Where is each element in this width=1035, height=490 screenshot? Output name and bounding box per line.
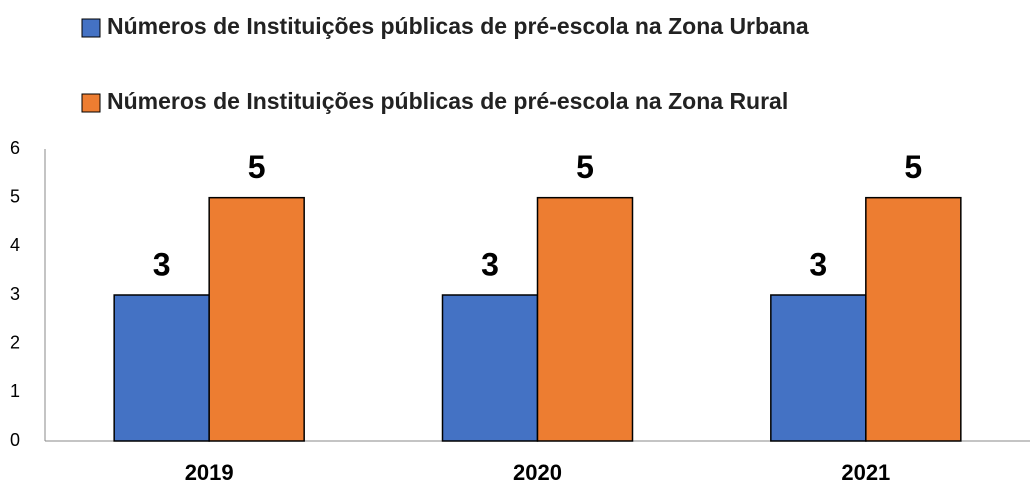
x-tick-label: 2020 <box>513 460 562 485</box>
bar <box>770 294 867 442</box>
bar <box>208 196 305 442</box>
x-tick-label: 2021 <box>841 460 890 485</box>
y-tick-label: 6 <box>10 138 20 158</box>
data-label: 3 <box>809 246 827 282</box>
bar <box>536 196 634 442</box>
data-label: 3 <box>153 246 171 282</box>
x-tick-label: 2019 <box>185 460 234 485</box>
data-label: 3 <box>481 246 499 282</box>
legend-label: Números de Instituições públicas de pré-… <box>107 13 809 39</box>
data-label: 5 <box>904 149 922 185</box>
data-label: 5 <box>576 149 594 185</box>
bar <box>865 196 962 442</box>
legend-swatch <box>81 18 101 38</box>
legend-swatch <box>81 93 101 113</box>
y-tick-label: 4 <box>10 235 20 255</box>
y-tick-label: 3 <box>10 284 20 304</box>
legend-label: Números de Instituições públicas de pré-… <box>107 88 788 114</box>
bar <box>441 294 539 442</box>
data-label: 5 <box>248 149 266 185</box>
bar <box>113 294 210 442</box>
y-tick-label: 1 <box>10 381 20 401</box>
y-tick-label: 5 <box>10 186 20 206</box>
y-tick-label: 0 <box>10 430 20 450</box>
y-tick-label: 2 <box>10 332 20 352</box>
